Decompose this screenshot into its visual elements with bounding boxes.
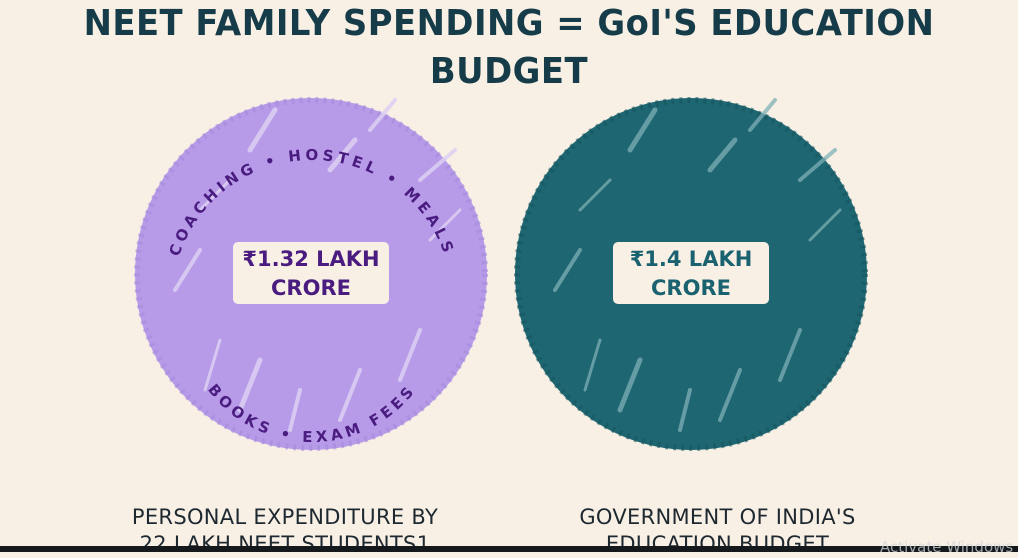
page-title: NEET FAMILY SPENDING = GoI'S EDUCATION B… — [83, 3, 935, 92]
left-value-unit: CRORE — [271, 276, 351, 300]
activation-watermark: Activate Windows — [880, 538, 1014, 556]
right-value-amount: ₹1.4 LAKH — [629, 247, 753, 271]
right-value-unit: CRORE — [651, 276, 731, 300]
right-caption-line1: GOVERNMENT OF INDIA'S — [579, 505, 856, 529]
left-caption-line2: 22 LAKH NEET STUDENTS1 — [139, 532, 431, 556]
texture-strokes — [173, 98, 462, 432]
right-caption-line2: EDUCATION BUDGET — [605, 532, 830, 556]
texture-strokes — [553, 98, 842, 432]
left-value-label: ₹1.32 LAKH CRORE — [233, 242, 389, 304]
left-caption-line1: PERSONAL EXPENDITURE BY — [131, 505, 439, 529]
left-value-amount: ₹1.32 LAKH — [242, 247, 380, 271]
right-value-label: ₹1.4 LAKH CRORE — [613, 242, 769, 304]
taskbar — [0, 546, 1018, 552]
